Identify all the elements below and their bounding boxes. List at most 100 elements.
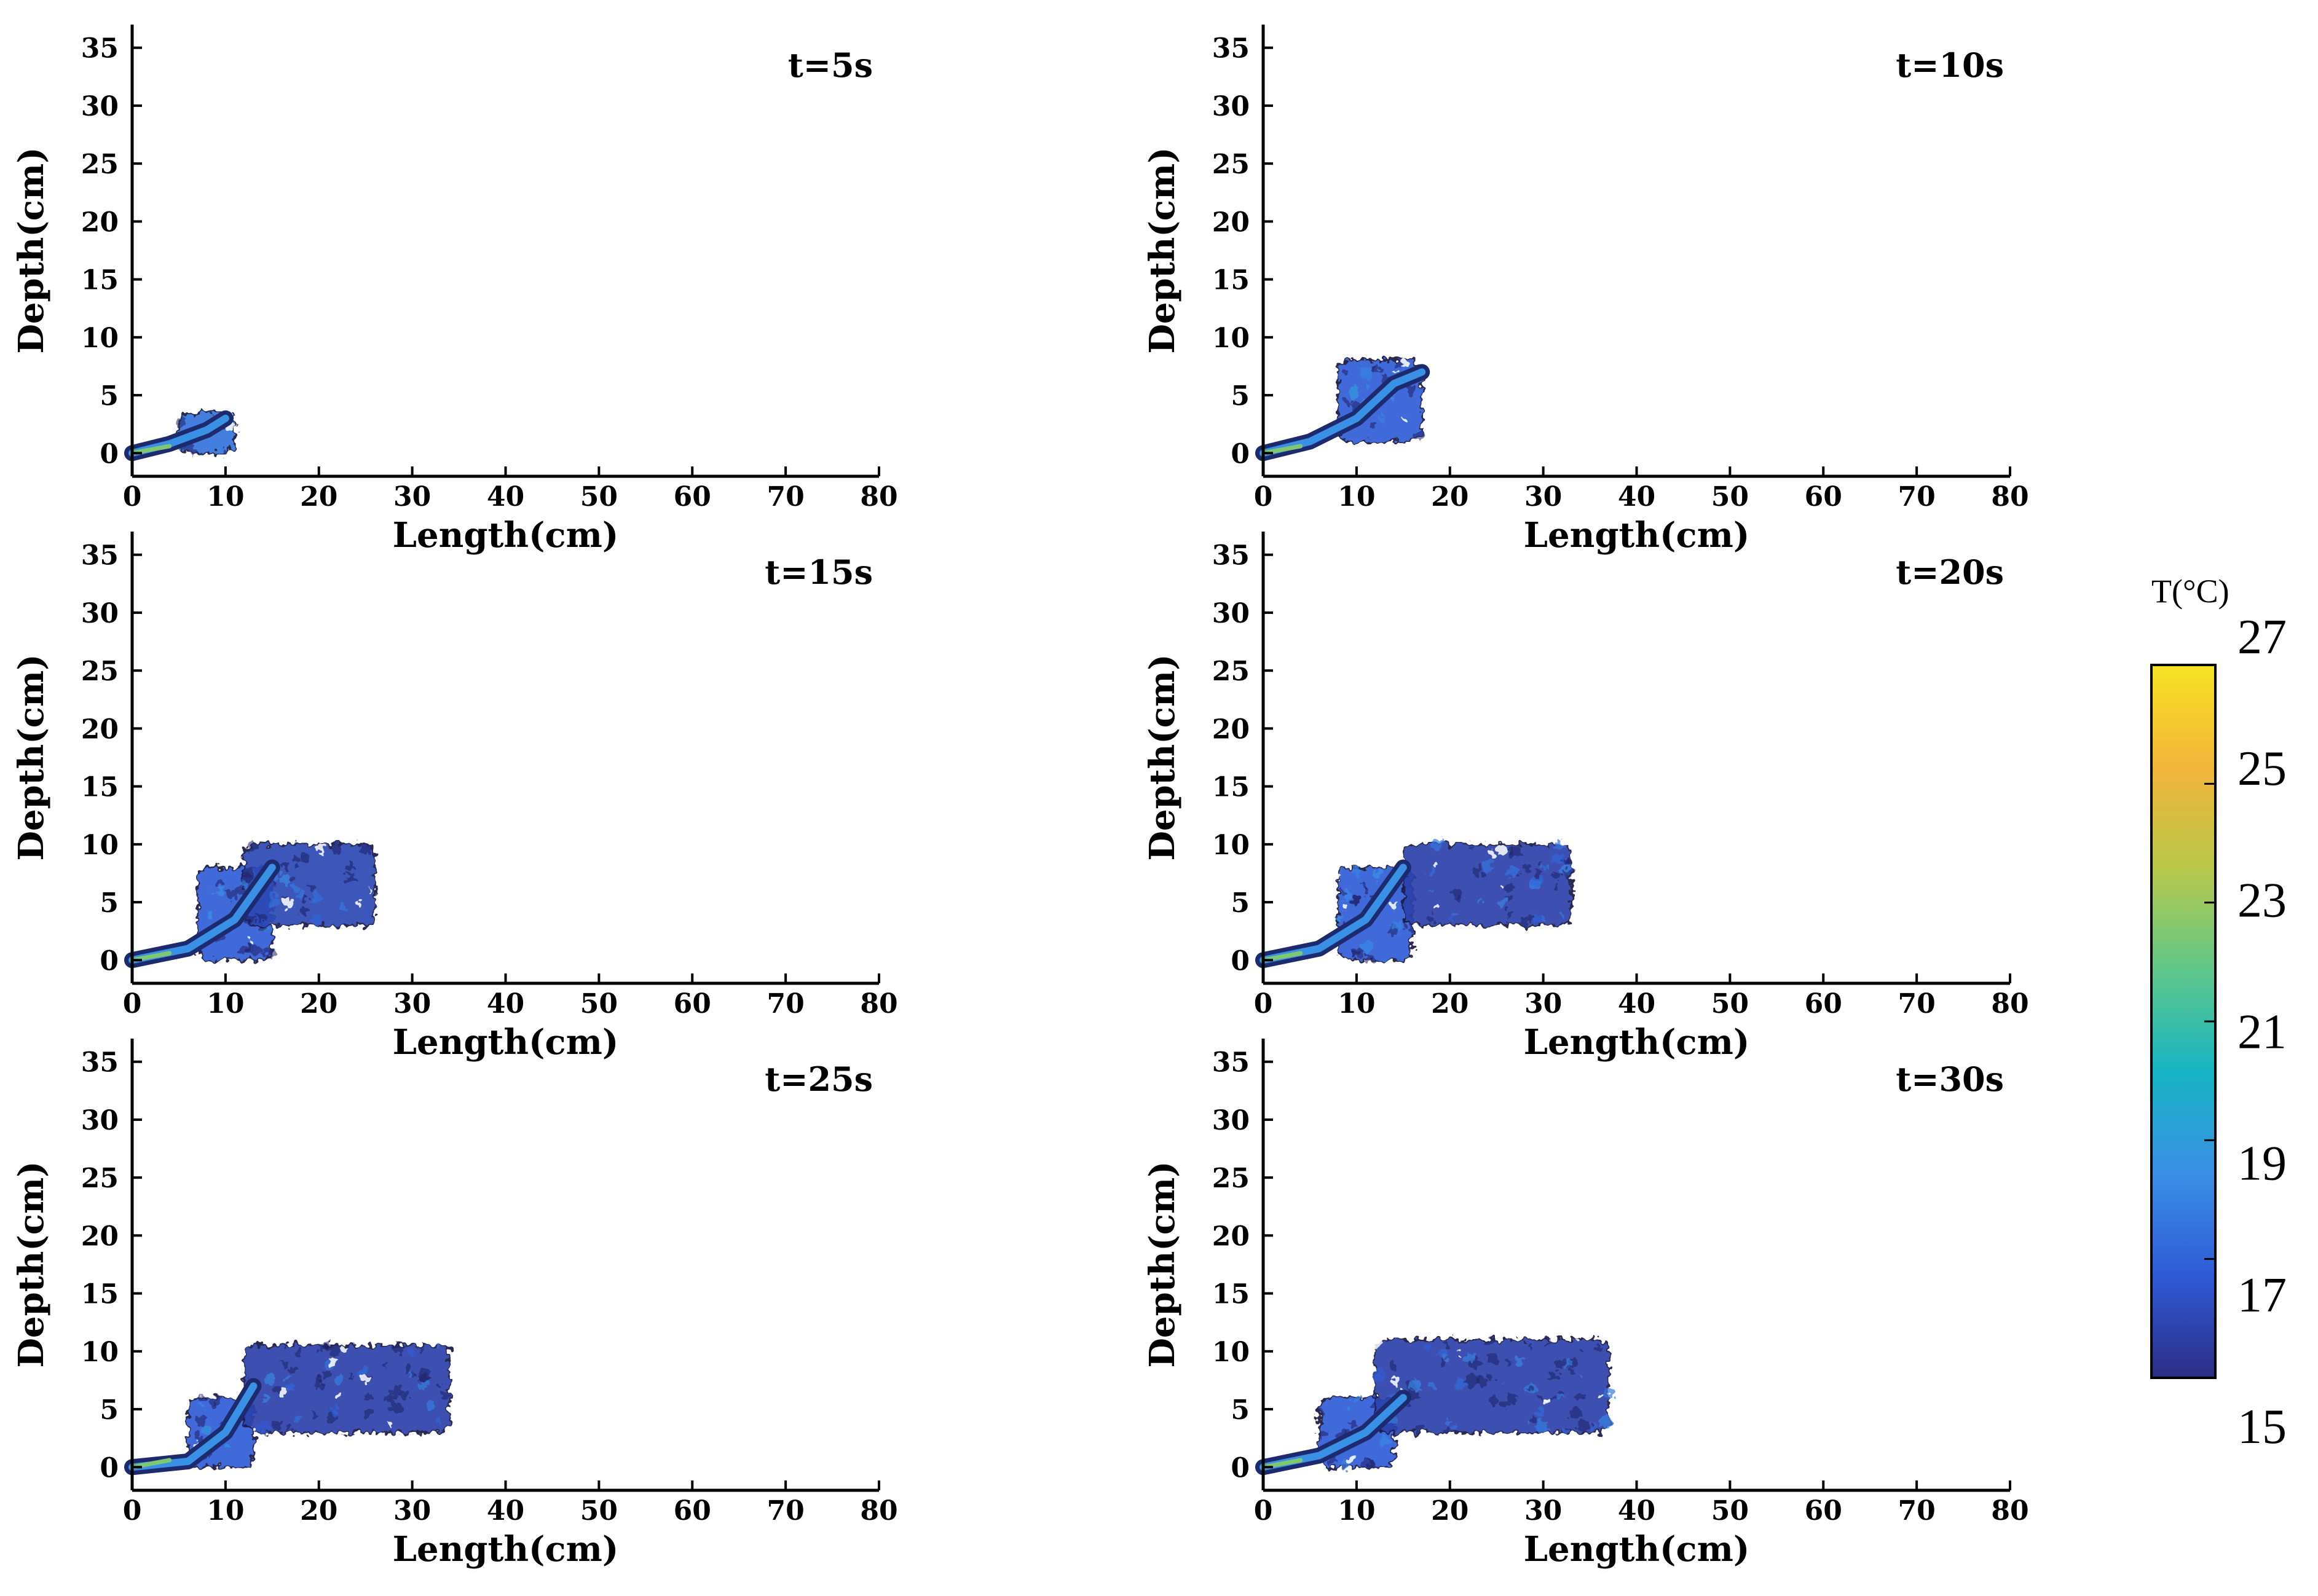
plume-speckle — [208, 1399, 215, 1406]
plume-speckle — [223, 1442, 229, 1449]
plume-speckle — [392, 1344, 403, 1355]
y-axis-label: Depth(cm) — [11, 1161, 52, 1367]
plume-gap — [328, 1358, 337, 1367]
plume-speckle — [1336, 916, 1342, 922]
plume-speckle — [243, 867, 254, 877]
plume-speckle — [1553, 886, 1559, 891]
y-tick-label: 30 — [81, 1105, 119, 1136]
plume-speckle — [245, 946, 254, 954]
plume-speckle — [1513, 1356, 1524, 1367]
y-tick-label: 5 — [100, 1394, 119, 1426]
plume-speckle — [286, 1425, 292, 1431]
plume-gap — [340, 1345, 345, 1351]
plume-speckle — [382, 1363, 387, 1369]
plume-speckle — [1526, 1421, 1531, 1426]
plume-field — [187, 1342, 451, 1468]
plume-speckle — [1457, 897, 1462, 902]
panels-container: 0 10 20 30 40 50 60 70 8005101520253035Length(cm… — [11, 25, 2029, 1570]
plume-speckle — [345, 872, 357, 884]
plume-speckle — [1445, 1426, 1453, 1434]
plume-speckle — [300, 907, 308, 915]
plume-speckle — [1429, 1383, 1437, 1391]
plume-gap — [1500, 884, 1505, 889]
x-tick-label: 70 — [1898, 988, 1936, 1020]
plume-speckle — [302, 896, 308, 902]
plume-speckle — [436, 1382, 442, 1388]
panel-1: 0 10 20 30 40 50 60 70 80 0 5 10 15 20 25 30 35 Length(cm… — [11, 25, 898, 556]
plume-gap — [1392, 1378, 1400, 1385]
plume-speckle — [227, 890, 239, 901]
plume-speckle — [1574, 1393, 1584, 1402]
plume-speckle — [213, 1395, 224, 1406]
y-tick-label: 20 — [81, 206, 119, 238]
x-tick-label: 70 — [767, 481, 805, 513]
plume-speckle — [329, 1407, 339, 1417]
x-tick-label: 10 — [1338, 1495, 1375, 1527]
panel-time-label: t=30s — [1896, 1059, 2004, 1099]
plume-speckle — [427, 1400, 436, 1409]
plume-speckle — [419, 1369, 432, 1382]
plume-speckle — [1465, 1374, 1478, 1387]
plume-speckle — [1363, 953, 1375, 965]
plume-speckle — [1570, 1369, 1575, 1374]
plume-speckle — [1409, 1379, 1421, 1391]
plume-speckle — [1318, 1408, 1325, 1415]
plume-speckle — [1360, 367, 1373, 379]
x-tick-label: 60 — [674, 481, 711, 513]
plume-speckle — [1533, 914, 1542, 924]
plume-speckle — [1552, 871, 1562, 880]
x-tick-label: 20 — [1431, 1495, 1468, 1527]
plume-gap — [1575, 1339, 1580, 1344]
x-axis-label: Length(cm) — [1524, 515, 1750, 556]
plume-speckle — [1602, 1388, 1614, 1399]
plume-gap — [1344, 905, 1349, 910]
plume-speckle — [1568, 1406, 1580, 1418]
y-tick-label: 0 — [100, 1452, 119, 1484]
plume-speckle — [1392, 921, 1405, 934]
plume-speckle — [285, 1382, 295, 1392]
plume-speckle — [329, 1346, 340, 1356]
plume-speckle — [184, 444, 197, 456]
plume-gap — [355, 900, 362, 906]
y-tick-label: 30 — [1212, 598, 1250, 629]
plume-speckle — [1503, 920, 1508, 924]
plume-gap — [314, 844, 325, 854]
plume-speckle — [1563, 1359, 1572, 1367]
plume-gap — [1389, 901, 1399, 911]
plume-speckle — [1329, 1456, 1338, 1465]
plume-speckle — [1465, 1353, 1476, 1363]
plume-speckle — [1445, 1420, 1451, 1425]
plume-speckle — [1545, 1337, 1551, 1343]
plume-speckle — [1499, 1380, 1504, 1385]
plume-field — [196, 839, 376, 961]
plume-speckle — [219, 449, 227, 456]
plume-speckle — [1527, 1343, 1532, 1348]
plume-speckle — [1532, 876, 1543, 888]
plume-speckle — [1506, 883, 1515, 891]
x-tick-label: 10 — [207, 988, 244, 1020]
plume-gap — [248, 940, 254, 946]
plume-speckle — [1416, 1423, 1424, 1431]
y-tick-label: 35 — [1212, 33, 1250, 65]
plume-speckle — [312, 914, 323, 926]
x-tick-label: 80 — [1991, 481, 2028, 513]
plume-speckle — [1534, 870, 1541, 876]
plume-speckle — [1528, 1385, 1533, 1390]
y-axis-label: Depth(cm) — [1142, 147, 1183, 353]
y-tick-label: 15 — [1212, 1279, 1250, 1310]
y-tick-label: 20 — [1212, 713, 1250, 745]
x-tick-label: 30 — [1524, 988, 1562, 1020]
plume-speckle — [347, 862, 355, 870]
plume-speckle — [1590, 1421, 1598, 1429]
plume-gap — [1545, 1398, 1551, 1405]
plume-speckle — [1472, 867, 1484, 878]
x-tick-label: 60 — [1805, 988, 1842, 1020]
x-tick-label: 40 — [487, 1495, 524, 1527]
x-tick-label: 0 — [1254, 988, 1273, 1020]
plume-speckle — [1555, 1358, 1566, 1369]
plume-speckle — [248, 839, 258, 850]
plume-speckle — [1443, 1341, 1449, 1348]
plume-speckle — [1428, 915, 1436, 923]
plume-gap — [1400, 359, 1408, 367]
